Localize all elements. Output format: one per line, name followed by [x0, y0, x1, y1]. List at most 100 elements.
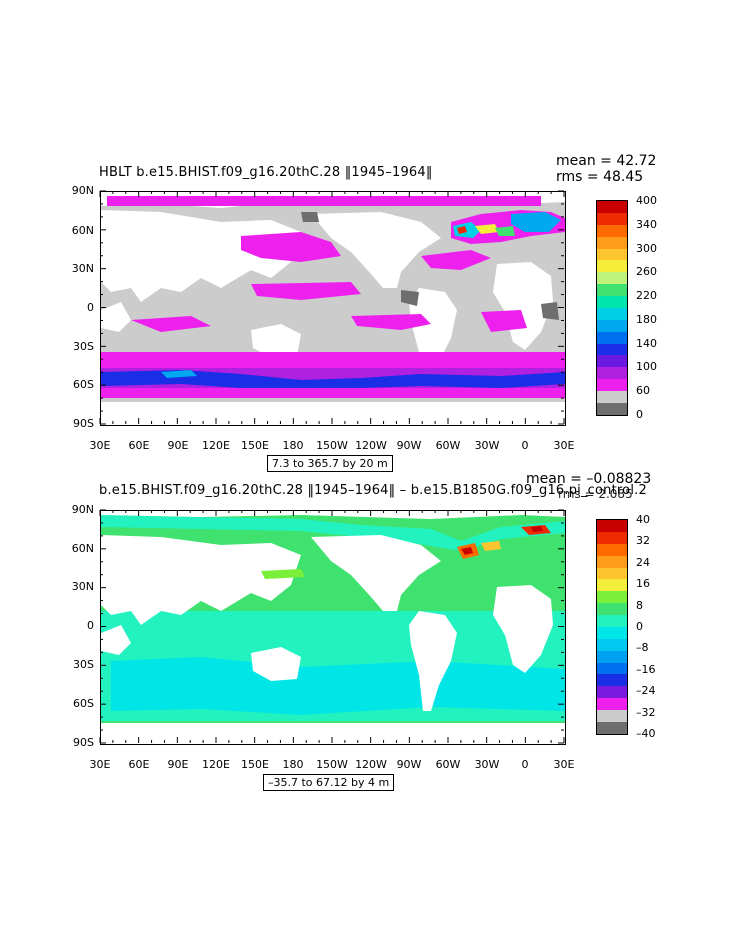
colorbar-swatch — [597, 391, 627, 403]
colorbar-swatch — [597, 224, 627, 237]
y-axis-label: 0 — [87, 619, 94, 632]
y-axis-label: 60S — [73, 378, 94, 391]
colorbar-swatch — [597, 272, 627, 285]
x-axis-label: 120W — [355, 758, 387, 771]
colorbar-swatch — [597, 710, 627, 722]
colorbar-swatch — [597, 531, 627, 544]
y-axis-label: 0 — [87, 301, 94, 314]
x-axis-label: 150E — [241, 439, 269, 452]
colorbar-swatch — [597, 379, 627, 391]
colorbar-label: 16 — [636, 577, 650, 591]
colorbar-swatch — [597, 520, 627, 532]
x-axis-label: 30E — [553, 758, 575, 771]
colorbar — [596, 200, 628, 416]
colorbar-swatch — [597, 591, 627, 604]
colorbar-swatch — [597, 555, 627, 568]
colorbar-swatch — [597, 402, 627, 415]
y-axis-label: 60S — [73, 697, 94, 710]
contour-range-label: –35.7 to 67.12 by 4 m — [263, 774, 395, 791]
y-axis-label: 30S — [73, 658, 94, 671]
difference-field-map — [101, 511, 565, 744]
colorbar-label: 140 — [636, 336, 657, 350]
colorbar-swatch — [597, 686, 627, 699]
x-axis-label: 120E — [202, 758, 230, 771]
colorbar-label: –40 — [636, 727, 656, 740]
colorbar-label: 40 — [636, 513, 650, 526]
y-axis-label: 30S — [73, 340, 94, 353]
y-axis-label: 90N — [71, 184, 94, 197]
x-axis-label: 120E — [202, 439, 230, 452]
y-axis-label: 90S — [73, 417, 94, 430]
x-axis-label: 60W — [435, 758, 461, 771]
contour-range-label: 7.3 to 365.7 by 20 m — [267, 455, 393, 472]
x-axis-label: 90E — [167, 758, 189, 771]
x-axis-label: 30E — [553, 439, 575, 452]
y-axis-label: 30N — [71, 262, 94, 275]
colorbar-swatch — [597, 319, 627, 332]
x-axis-label: 90W — [396, 439, 422, 452]
x-axis-label: 60W — [435, 439, 461, 452]
colorbar-swatch — [597, 248, 627, 261]
x-axis-label: 90E — [167, 439, 189, 452]
colorbar-label: –8 — [636, 641, 649, 655]
colorbar-label: 340 — [636, 217, 657, 231]
x-axis-label: 150E — [241, 758, 269, 771]
x-axis-label: 30E — [89, 758, 111, 771]
colorbar-label: 220 — [636, 289, 657, 303]
x-axis-label: 0 — [521, 439, 529, 452]
colorbar-label: 180 — [636, 312, 657, 326]
colorbar-swatch — [597, 567, 627, 580]
x-axis-label: 150W — [316, 758, 348, 771]
colorbar-swatch — [597, 367, 627, 380]
x-axis-label: 180 — [282, 439, 304, 452]
colorbar-swatch — [597, 662, 627, 675]
hblt-field-map — [101, 192, 565, 425]
colorbar-swatch — [597, 638, 627, 651]
colorbar-label: 0 — [636, 620, 643, 633]
panel-title: b.e15.BHIST.f09_g16.20thC.28 ‖1945–1964‖… — [99, 483, 647, 498]
x-axis-label: 120W — [355, 439, 387, 452]
colorbar-swatch — [597, 650, 627, 663]
colorbar-label: 400 — [636, 194, 657, 207]
colorbar-swatch — [597, 355, 627, 368]
colorbar-swatch — [597, 212, 627, 225]
colorbar-swatch — [597, 721, 627, 734]
colorbar-label: 60 — [636, 384, 650, 398]
rms-value: rms = 48.45 — [556, 169, 644, 185]
colorbar-swatch — [597, 307, 627, 320]
colorbar-swatch — [597, 343, 627, 356]
mean-value: mean = –0.08823 — [526, 471, 652, 487]
y-axis-label: 90N — [71, 503, 94, 516]
colorbar-swatch — [597, 603, 627, 615]
colorbar-swatch — [597, 236, 627, 249]
x-axis-label: 0 — [521, 758, 529, 771]
rms-value: rms = 2.085 — [558, 487, 633, 501]
colorbar-swatch — [597, 331, 627, 344]
colorbar-label: –16 — [636, 662, 656, 676]
colorbar-swatch — [597, 543, 627, 556]
panel-title: HBLT b.e15.BHIST.f09_g16.20thC.28 ‖1945–… — [99, 165, 433, 180]
colorbar-label: 300 — [636, 241, 657, 255]
colorbar-label: 260 — [636, 265, 657, 279]
colorbar-label: 8 — [636, 598, 643, 612]
x-axis-label: 150W — [316, 439, 348, 452]
mean-value: mean = 42.72 — [556, 153, 657, 169]
colorbar-label: –24 — [636, 684, 656, 698]
x-axis-label: 60E — [128, 758, 150, 771]
x-axis-label: 30E — [89, 439, 111, 452]
colorbar-label: 100 — [636, 360, 657, 374]
colorbar-swatch — [597, 674, 627, 687]
colorbar-swatch — [597, 201, 627, 213]
x-axis-label: 60E — [128, 439, 150, 452]
colorbar-swatch — [597, 296, 627, 308]
colorbar-swatch — [597, 615, 627, 627]
colorbar-swatch — [597, 579, 627, 592]
colorbar-swatch — [597, 284, 627, 296]
colorbar-label: 24 — [636, 555, 650, 569]
colorbar-swatch — [597, 698, 627, 710]
map-plot-area — [100, 510, 566, 745]
colorbar-swatch — [597, 626, 627, 639]
colorbar-label: 0 — [636, 408, 643, 421]
y-axis-label: 30N — [71, 580, 94, 593]
x-axis-label: 30W — [474, 758, 500, 771]
